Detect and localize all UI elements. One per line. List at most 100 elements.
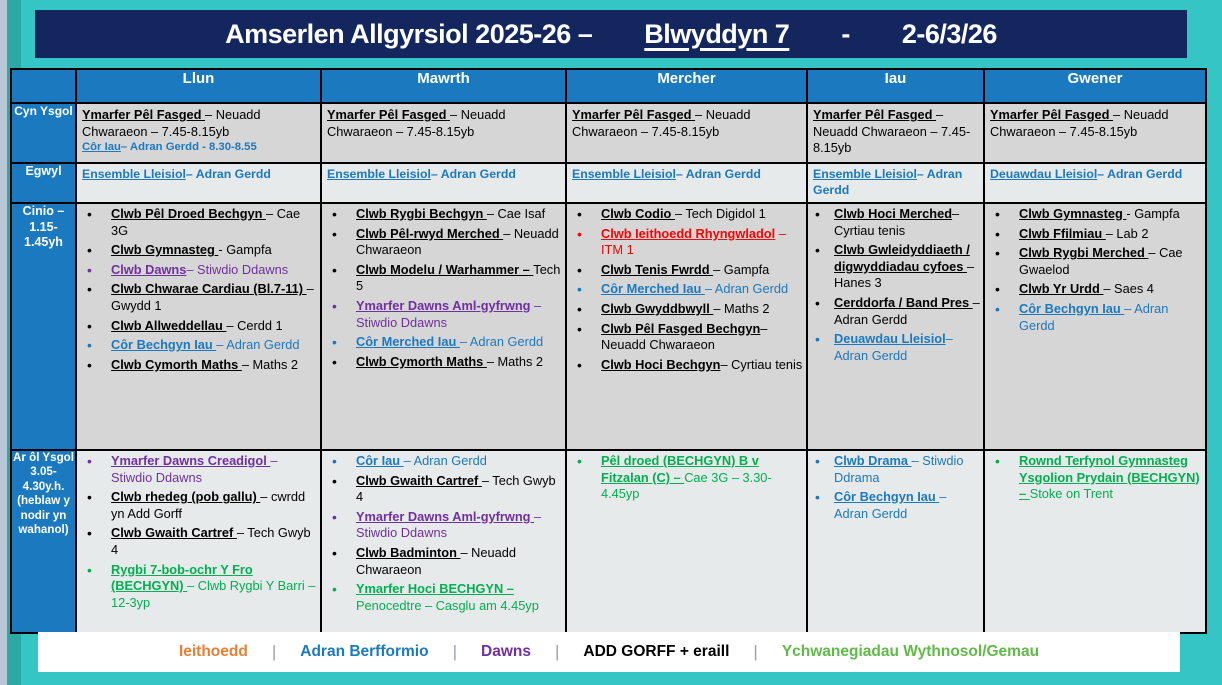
activity-detail: – Neuadd Chwaraeon: [601, 320, 768, 353]
cell-content: Ensemble Lleisiol– Adran Gerdd: [808, 164, 983, 202]
activity-name: Clwb Ffilmiau: [1019, 225, 1106, 241]
activity-detail: – Cae 3G: [111, 205, 301, 238]
activity-item: Côr Bechgyn Iau – Adran Gerdd: [985, 300, 1205, 334]
legend-item-adran-berfformio: Adran Berfformio: [300, 643, 429, 660]
activity-item: Clwb Allweddellau – Cerdd 1: [77, 317, 320, 335]
activity-detail: – Lab 2: [1105, 225, 1149, 241]
activity-name: Cerddorfa / Band Pres: [834, 295, 973, 311]
activity-detail: – Adran Gerdd: [1019, 301, 1169, 333]
activity-item: Clwb rhedeg (pob gallu) – cwrdd yn Add G…: [77, 488, 320, 522]
activity-detail: – Adran Gerdd: [430, 167, 516, 181]
activity-detail: – Maths 2: [486, 353, 544, 369]
row-label: Cinio – 1.15-1.45yh: [10, 201, 77, 451]
activity-item: Clwb Pêl-rwyd Merched – Neuadd Chwaraeon: [322, 225, 565, 259]
timetable-cell-mawrth: Ensemble Lleisiol– Adran Gerdd: [320, 162, 567, 204]
activity-name: Ymarfer Pêl Fasged: [82, 107, 206, 122]
activity-name: Clwb Modelu / Warhammer –: [356, 261, 534, 277]
day-header-llun: Llun: [75, 68, 322, 104]
activity-name: Côr Bechgyn Iau: [111, 337, 217, 353]
activity-name: Ymarfer Dawns Creadigol: [111, 452, 271, 468]
activity-detail: – Stiwdio Ddawns: [356, 508, 542, 541]
activity-item: Clwb Rygbi Bechgyn – Cae Isaf: [322, 205, 565, 223]
timetable-row: Ar ôl Ysgol 3.05-4.30y.h. (heblaw y nodi…: [10, 448, 1207, 634]
activity-detail: – Hanes 3: [834, 258, 975, 291]
corner-cell: [10, 68, 77, 104]
activity-item: Côr Merched Iau – Adran Gerdd: [322, 333, 565, 351]
activity-item: Clwb Yr Urdd – Saes 4: [985, 280, 1205, 298]
activity-detail: – Neuadd Chwaraeon – 7.45-8.15yb: [990, 107, 1169, 139]
activity-list: Côr Iau – Adran Gerdd Clwb Gwaith Cartref…: [322, 452, 565, 615]
activity-name: Clwb Gwaith Cartref: [111, 525, 237, 541]
activity-detail: – Gampfa: [713, 261, 770, 277]
activity-item: Deuawdau Lleisiol– Adran Gerdd: [990, 167, 1200, 183]
timetable-cell-llun: Clwb Pêl Droed Bechgyn – Cae 3G Clwb Gymn…: [75, 201, 322, 451]
activity-item: Clwb Dawns– Stiwdio Ddawns: [77, 261, 320, 279]
activity-list: Clwb Gymnasteg - Gampfa Clwb Ffilmiau – L…: [985, 205, 1205, 334]
timetable-cell-gwener: Ymarfer Pêl Fasged – Neuadd Chwaraeon – …: [983, 102, 1207, 164]
activity-detail: – Adran Gerdd: [1097, 167, 1183, 181]
background-edge-strip: [0, 0, 7, 685]
activity-item: Côr Merched Iau – Adran Gerdd: [567, 280, 806, 298]
activity-item: Ensemble Lleisiol– Adran Gerdd: [813, 167, 978, 199]
activity-item: Ymarfer Dawns Aml-gyfrwng – Stiwdio Ddaw…: [322, 297, 565, 331]
activity-list: Rownd Terfynol Gymnasteg Ysgolion Prydai…: [985, 452, 1205, 503]
activity-item: Clwb Gymnasteg - Gampfa: [77, 241, 320, 259]
activity-detail: – Adran Gerdd: [403, 452, 487, 468]
timetable-row: Cinio – 1.15-1.45yhClwb Pêl Droed Bechgy…: [10, 201, 1207, 451]
row-label: Cyn Ysgol: [10, 102, 77, 164]
activity-detail: Stoke on Trent: [1029, 486, 1113, 502]
activity-item: Deuawdau Lleisiol– Adran Gerdd: [808, 330, 983, 364]
activity-item: Clwb Gwaith Cartref – Tech Gwyb 4: [77, 524, 320, 558]
activity-detail: – Neuadd Chwaraeon – 7.45-8.15yb: [813, 107, 971, 156]
activity-name: Clwb Hoci Bechgyn: [601, 356, 721, 372]
activity-name: Clwb Hoci Merched: [834, 205, 953, 221]
activity-name: Clwb Gymnasteg: [111, 242, 219, 258]
activity-name: Clwb Chwarae Cardiau (Bl.7-11): [111, 281, 307, 297]
legend-item-dawns: Dawns: [481, 643, 531, 660]
timetable-cell-mercher: Pêl droed (BECHGYN) B v Fitzalan (C) – C…: [565, 448, 808, 634]
activity-name: Clwb Pêl Fasged Bechgyn: [601, 320, 761, 336]
timetable-cell-gwener: Rownd Terfynol Gymnasteg Ysgolion Prydai…: [983, 448, 1207, 634]
activity-name: Pêl droed (BECHGYN) B v Fitzalan (C) –: [601, 452, 759, 485]
activity-name: Clwb Gwyddbwyll: [601, 301, 714, 317]
activity-list: Clwb Rygbi Bechgyn – Cae Isaf Clwb Pêl-rw…: [322, 205, 565, 371]
activity-item: Clwb Gymnasteg - Gampfa: [985, 205, 1205, 223]
title-year-group: Blwyddyn 7: [644, 18, 790, 49]
activity-item: Rownd Terfynol Gymnasteg Ysgolion Prydai…: [985, 452, 1205, 503]
activity-item: Côr Bechgyn Iau – Adran Gerdd: [808, 488, 983, 522]
activity-item: Clwb Chwarae Cardiau (Bl.7-11) – Gwydd 1: [77, 280, 320, 314]
activity-name: Deuawdau Lleisiol: [990, 167, 1098, 181]
legend-bar: Ieithoedd | Adran Berfformio | Dawns | ADD GOR…: [38, 632, 1180, 672]
legend-item-ieithoedd: Ieithoedd: [178, 643, 248, 660]
row-label: Ar ôl Ysgol 3.05-4.30y.h. (heblaw y nodi…: [10, 448, 77, 634]
activity-item: Côr Iau – Adran Gerdd: [322, 452, 565, 470]
timetable-cell-iau: Clwb Hoci Merched– Cyrtiau tenisClwb Gwl…: [806, 201, 985, 451]
timetable-cell-gwener: Deuawdau Lleisiol– Adran Gerdd: [983, 162, 1207, 204]
timetable-cell-mawrth: Ymarfer Pêl Fasged – Neuadd Chwaraeon – …: [320, 102, 567, 164]
day-header-iau: Iau: [806, 68, 985, 104]
activity-list: Clwb Pêl Droed Bechgyn – Cae 3G Clwb Gymn…: [77, 205, 320, 374]
legend-divider: |: [452, 642, 457, 661]
activity-name: Côr Merched Iau: [601, 281, 705, 297]
timetable: Llun Mawrth Mercher Iau Gwener Cyn Ysgol Ymar…: [10, 68, 1207, 634]
activity-name: Clwb Pêl-rwyd Merched: [356, 225, 504, 241]
activity-name: Ymarfer Pêl Fasged: [990, 107, 1114, 122]
activity-item: Ensemble Lleisiol– Adran Gerdd: [327, 167, 560, 183]
activity-name: Clwb Tenis Fwrdd: [601, 261, 714, 277]
activity-detail: – Neuadd Chwaraeon – 7.45-8.15yb: [82, 107, 261, 139]
day-header-gwener: Gwener: [983, 68, 1207, 104]
activity-detail: – Clwb Rygbi Y Barri – 12-3yp: [111, 578, 316, 610]
activity-item: Ymarfer Pêl Fasged – Neuadd Chwaraeon – …: [990, 107, 1200, 140]
activity-item: Clwb Drama – Stiwdio Ddrama: [808, 452, 983, 486]
activity-detail: – Tech Gwyb 4: [111, 525, 311, 558]
activity-item: Ensemble Lleisiol– Adran Gerdd: [572, 167, 801, 183]
activity-name: Clwb rhedeg (pob gallu): [111, 489, 261, 505]
activity-detail: - Gampfa: [218, 242, 272, 258]
activity-detail: – Adran Gerdd: [459, 334, 544, 350]
activity-item: Pêl droed (BECHGYN) B v Fitzalan (C) – C…: [567, 452, 806, 503]
cell-content: Deuawdau Lleisiol– Adran Gerdd: [985, 164, 1205, 186]
timetable-cell-iau: Clwb Drama – Stiwdio DdramaCôr Bechgyn I…: [806, 448, 985, 634]
legend-item-ychwanegiadau-wythnosol-gemau: Ychwanegiadau Wythnosol/Gemau: [781, 643, 1040, 660]
activity-name: Ymarfer Hoci BECHGYN –: [356, 581, 514, 597]
